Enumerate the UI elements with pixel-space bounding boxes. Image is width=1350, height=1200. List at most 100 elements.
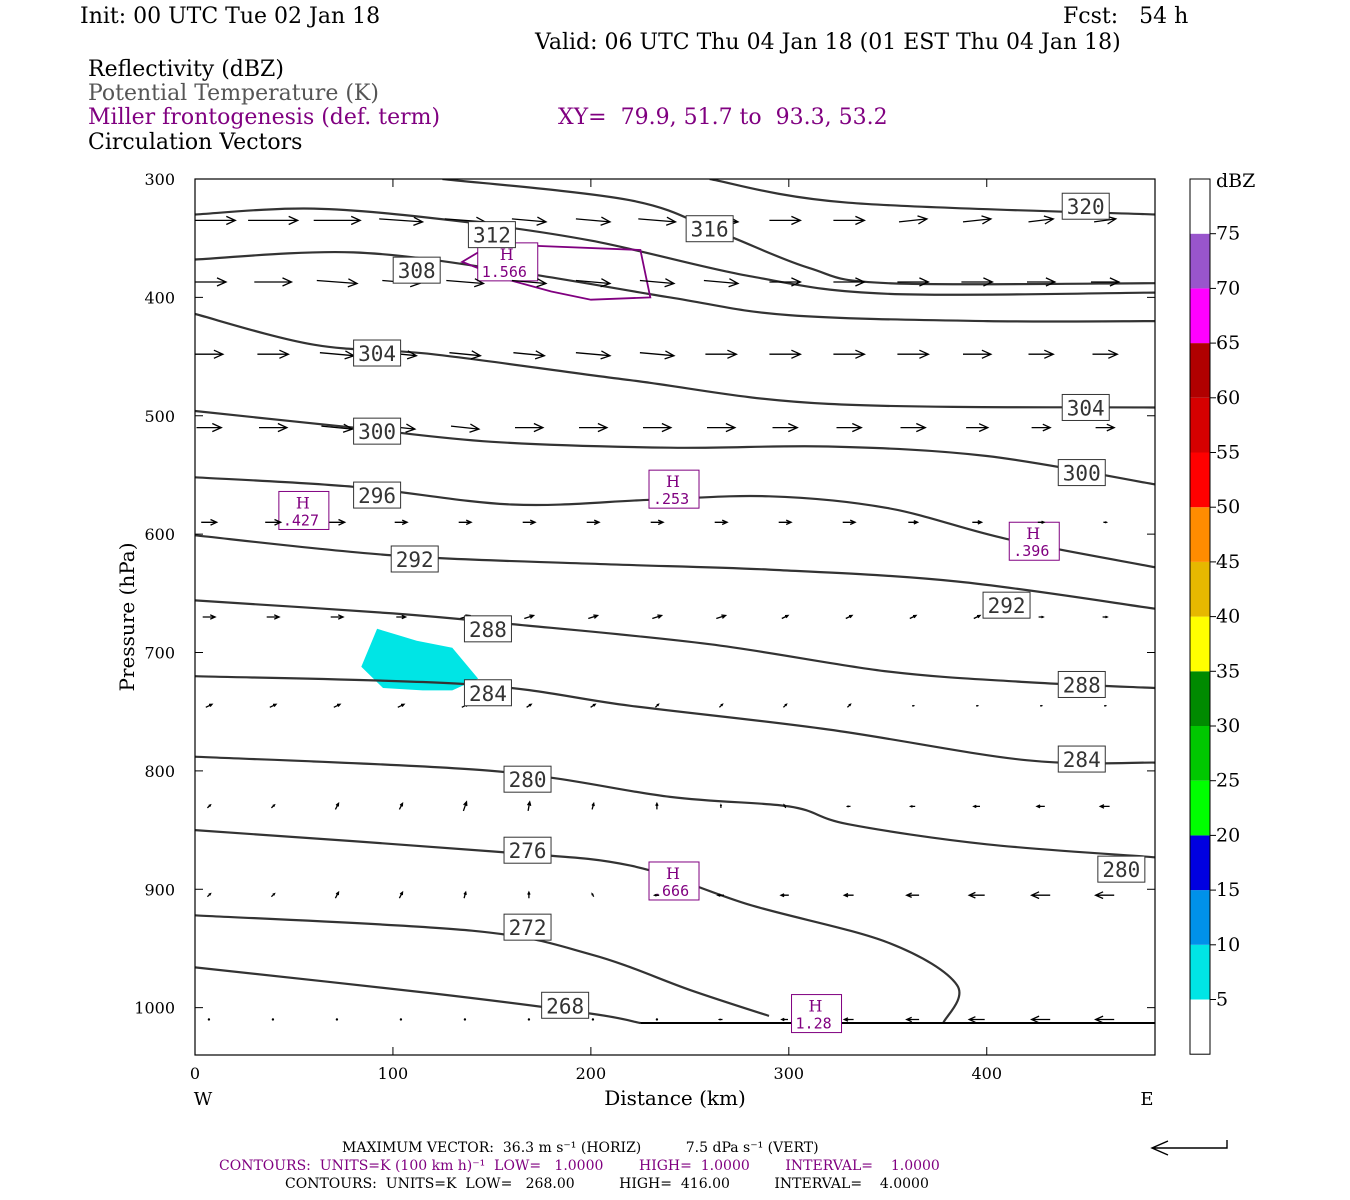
theta-contour-label-box (1057, 459, 1106, 487)
circulation-vector (707, 422, 737, 433)
fronto-contour-note: CONTOURS: UNITS=K (100 km h)⁻¹ LOW= 1.00… (219, 1158, 940, 1174)
theta-contour-line (195, 534, 1155, 610)
circulation-vector (316, 278, 359, 288)
theta-contour-label-box (390, 545, 439, 573)
theta-contour-line (195, 251, 1155, 323)
circulation-vector (195, 215, 237, 226)
circulation-vector (779, 893, 789, 898)
circulation-vector (398, 802, 404, 810)
circulation-vector (717, 1018, 723, 1021)
circulation-vector (575, 278, 612, 288)
x-tick-label: 200 (576, 1064, 607, 1083)
circulation-vector (321, 423, 354, 433)
circulation-vector (515, 422, 545, 433)
plot-frame (194, 178, 1156, 1056)
theta-contour-label-box (685, 215, 734, 243)
circulation-vector (379, 216, 425, 227)
circulation-vector (463, 890, 467, 899)
circulation-vector (446, 278, 486, 288)
theta-contour-label: 288 (469, 618, 507, 642)
circulation-vector (1037, 520, 1046, 524)
colorbar-tick-label: 30 (1216, 715, 1240, 737)
circulation-vector (966, 423, 990, 433)
circulation-vector (205, 703, 214, 708)
theta-contour-line (195, 755, 1155, 859)
circulation-vector (909, 614, 918, 620)
theta-contour-line (195, 966, 641, 1025)
circulation-vector (716, 893, 724, 897)
circulation-vector (780, 1017, 788, 1022)
x-tick-label: 300 (774, 1064, 805, 1083)
circulation-vector (591, 892, 595, 898)
theta-contour-label-box (467, 221, 516, 249)
circulation-vector (976, 704, 980, 707)
theta-contour-line (195, 599, 1155, 690)
circulation-vector (397, 703, 406, 708)
theta-contour-label-box (1057, 670, 1106, 698)
circulation-vector (845, 614, 854, 620)
colorbar-swatch (1190, 288, 1210, 344)
circulation-vector (330, 614, 345, 620)
circulation-vector (718, 703, 724, 708)
theta-contour-label: 300 (1063, 462, 1101, 486)
colorbar-swatch (1190, 343, 1210, 398)
frontogenesis-max-value: 1.28 (796, 1015, 832, 1033)
frontogenesis-max-value: .253 (653, 490, 689, 508)
field-vectors: Circulation Vectors (88, 130, 303, 155)
circulation-vector (778, 519, 793, 526)
circulation-vector (266, 614, 281, 620)
theta-contour-label-box (541, 991, 590, 1019)
circulation-vector (836, 422, 863, 433)
circulation-vector (655, 801, 659, 810)
colorbar-swatch (1190, 780, 1210, 836)
circulation-vector (449, 350, 482, 360)
circulation-vector (716, 614, 728, 620)
colorbar-tick-label: 60 (1216, 387, 1240, 409)
y-tick-label: 400 (144, 288, 175, 307)
circulation-vector (1092, 349, 1119, 359)
theta-contour-label: 320 (1067, 195, 1105, 219)
circulation-vector (1094, 1015, 1115, 1024)
colorbar-tick-label: 40 (1216, 606, 1240, 628)
theta-contour-label: 280 (1102, 858, 1140, 882)
y-tick-label: 700 (144, 644, 175, 663)
y-tick-label: 800 (144, 762, 175, 781)
theta-contour-label: 300 (358, 420, 396, 444)
frontogenesis-max-box (1008, 521, 1060, 561)
colorbar-tick-label: 15 (1216, 879, 1240, 901)
theta-contour-label-box (353, 417, 402, 445)
theta-contour-line (195, 829, 961, 1024)
theta-contour-label-box (353, 339, 402, 367)
circulation-vector (511, 278, 548, 288)
circulation-vector (967, 1016, 985, 1023)
theta-contour-label-box (503, 913, 552, 941)
circulation-vector (967, 891, 985, 899)
circulation-vector (655, 1018, 659, 1021)
colorbar-swatch (1190, 890, 1210, 945)
theta-contour-label-box (503, 765, 552, 793)
theta-contour-label-box (463, 679, 512, 707)
theta-contour-label: 296 (358, 484, 396, 508)
circulation-vector (833, 277, 866, 287)
colorbar-swatch (1190, 999, 1210, 1055)
theta-contour-label-box (353, 481, 402, 509)
circulation-vector (206, 803, 212, 809)
theta-contour-label: 272 (509, 916, 547, 940)
circulation-vector (333, 703, 342, 708)
circulation-vector (643, 422, 673, 433)
frontogenesis-max-marker: H (500, 245, 514, 264)
circulation-vector (972, 804, 980, 809)
circulation-vector (313, 215, 362, 226)
theta-contour-label: 308 (398, 259, 436, 283)
reference-vector-arrow (1150, 1140, 1228, 1156)
colorbar-unit: dBZ (1216, 170, 1255, 192)
frontogenesis-max-marker: H (666, 864, 680, 883)
y-tick-label: 900 (144, 880, 175, 899)
max-vector-note: MAXIMUM VECTOR: 36.3 m s⁻¹ (HORIZ) 7.5 d… (342, 1140, 819, 1156)
x-tick-label: 400 (971, 1064, 1002, 1083)
theta-contour-label: 304 (1067, 396, 1105, 420)
circulation-vector (833, 215, 866, 226)
circulation-vector (1031, 423, 1052, 432)
theta-contour-line (195, 207, 1155, 296)
